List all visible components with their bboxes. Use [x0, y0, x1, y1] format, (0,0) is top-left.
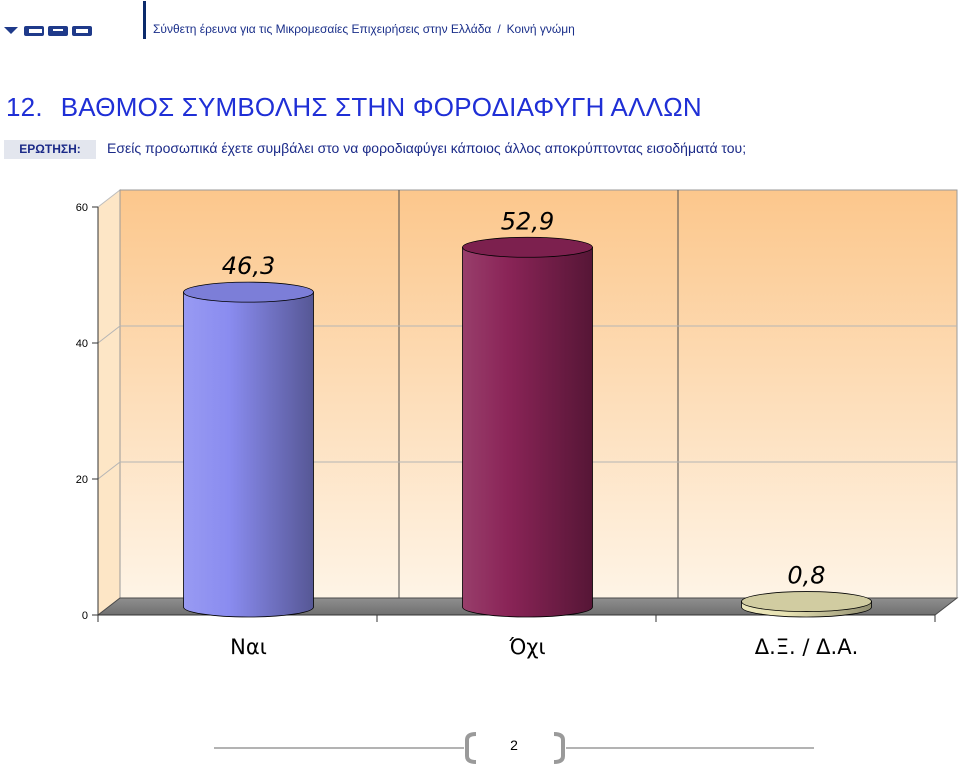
y-tick-label: 40 [76, 338, 88, 350]
y-tick-label: 20 [76, 474, 88, 486]
bar-cylinder [183, 281, 314, 618]
header-separator: / [497, 22, 501, 36]
data-label: 46,3 [222, 252, 275, 280]
bar-top [741, 591, 872, 612]
footer-bracket-right [553, 732, 565, 764]
footer-bracket-left [465, 732, 477, 764]
header-text: Σύνθετη έρευνα για τις Μικρομεσαίες Επιχ… [153, 22, 575, 36]
gpo-logo [4, 26, 92, 36]
question-text: Εσείς προσωπικά έχετε συμβάλει στο να φο… [107, 140, 747, 156]
y-tick-label: 60 [76, 202, 88, 214]
chart-side-wall [97, 188, 121, 617]
bar-top [183, 281, 314, 303]
question-title: 12. ΒΑΘΜΟΣ ΣΥΜΒΟΛΗΣ ΣΤΗΝ ΦΟΡΟΔΙΑΦΥΓΗ ΑΛΛΩ… [6, 92, 702, 123]
category-label: Όχι [508, 635, 545, 659]
gpo-logo-cut [76, 29, 88, 33]
bar-body [462, 246, 593, 618]
category-label: Δ.Ξ. / Δ.Α. [755, 635, 859, 659]
gpo-logo-cut [29, 29, 42, 33]
y-gridline [97, 461, 957, 480]
header-divider [143, 1, 146, 39]
chart-bars [183, 236, 872, 618]
bar-cylinder [741, 591, 872, 618]
chart-labels: 46,3 52,9 0,8 Ναι Όχι Δ.Ξ. / Δ.Α. [222, 207, 858, 659]
gpo-logo-cut [53, 29, 63, 31]
y-gridline [97, 325, 957, 344]
gpo-logo-mark [4, 27, 18, 34]
question-label: ΕΡΩΤΗΣΗ: [4, 140, 96, 159]
question-heading: ΒΑΘΜΟΣ ΣΥΜΒΟΛΗΣ ΣΤΗΝ ΦΟΡΟΔΙΑΦΥΓΗ ΑΛΛΩΝ [60, 92, 702, 122]
survey-title: Σύνθετη έρευνα για τις Μικρομεσαίες Επιχ… [153, 22, 492, 36]
bar-cylinder [462, 236, 593, 618]
category-label: Ναι [230, 635, 267, 659]
bar-chart: 0 20 40 60 46,3 52,9 0,8 Ναι Όχι Δ.Ξ. / Δ.Α. [76, 188, 959, 659]
bar-top [462, 236, 593, 258]
data-label: 52,9 [501, 207, 554, 235]
page-number: 2 [510, 737, 518, 753]
bar-body [183, 291, 314, 618]
question-number: 12. [6, 92, 43, 122]
data-label: 0,8 [787, 562, 825, 590]
y-tick-label: 0 [82, 610, 88, 622]
page-footer [214, 732, 814, 764]
section-name: Κοινή γνώμη [506, 22, 575, 36]
chart-grid [97, 190, 957, 598]
